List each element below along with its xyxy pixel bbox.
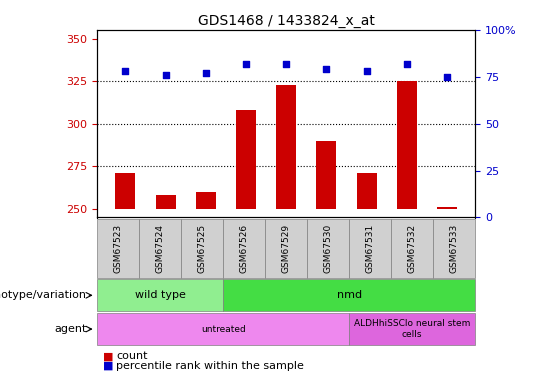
Point bbox=[322, 66, 330, 72]
Bar bbox=[156, 195, 176, 209]
Text: GSM67530: GSM67530 bbox=[323, 224, 333, 273]
Text: percentile rank within the sample: percentile rank within the sample bbox=[116, 361, 304, 370]
Text: GSM67526: GSM67526 bbox=[240, 224, 249, 273]
Title: GDS1468 / 1433824_x_at: GDS1468 / 1433824_x_at bbox=[198, 13, 375, 28]
Point bbox=[402, 61, 411, 67]
Text: ■: ■ bbox=[103, 351, 113, 361]
Text: count: count bbox=[116, 351, 147, 361]
Text: untreated: untreated bbox=[201, 325, 246, 334]
Text: GSM67525: GSM67525 bbox=[198, 224, 207, 273]
Bar bbox=[397, 81, 417, 209]
Text: ■: ■ bbox=[103, 361, 113, 370]
Point bbox=[282, 61, 291, 67]
Text: nmd: nmd bbox=[336, 290, 362, 300]
Text: agent: agent bbox=[54, 324, 86, 334]
Text: GSM67524: GSM67524 bbox=[156, 224, 165, 273]
Bar bbox=[116, 173, 136, 209]
Text: wild type: wild type bbox=[135, 290, 186, 300]
Text: genotype/variation: genotype/variation bbox=[0, 290, 86, 300]
Bar bbox=[276, 84, 296, 209]
Bar bbox=[316, 141, 336, 209]
Point bbox=[362, 68, 371, 74]
Bar bbox=[195, 192, 216, 209]
Bar bbox=[437, 207, 457, 209]
Bar bbox=[356, 173, 377, 209]
Text: GSM67523: GSM67523 bbox=[114, 224, 123, 273]
Point bbox=[201, 70, 210, 76]
Text: ALDHhiSSClo neural stem
cells: ALDHhiSSClo neural stem cells bbox=[354, 320, 470, 339]
Point bbox=[161, 72, 170, 78]
Text: GSM67532: GSM67532 bbox=[408, 224, 417, 273]
Text: GSM67533: GSM67533 bbox=[450, 224, 458, 273]
Point bbox=[443, 74, 451, 80]
Point bbox=[121, 68, 130, 74]
Text: GSM67531: GSM67531 bbox=[366, 224, 375, 273]
Bar bbox=[236, 110, 256, 209]
Point bbox=[242, 61, 251, 67]
Text: GSM67529: GSM67529 bbox=[282, 224, 291, 273]
